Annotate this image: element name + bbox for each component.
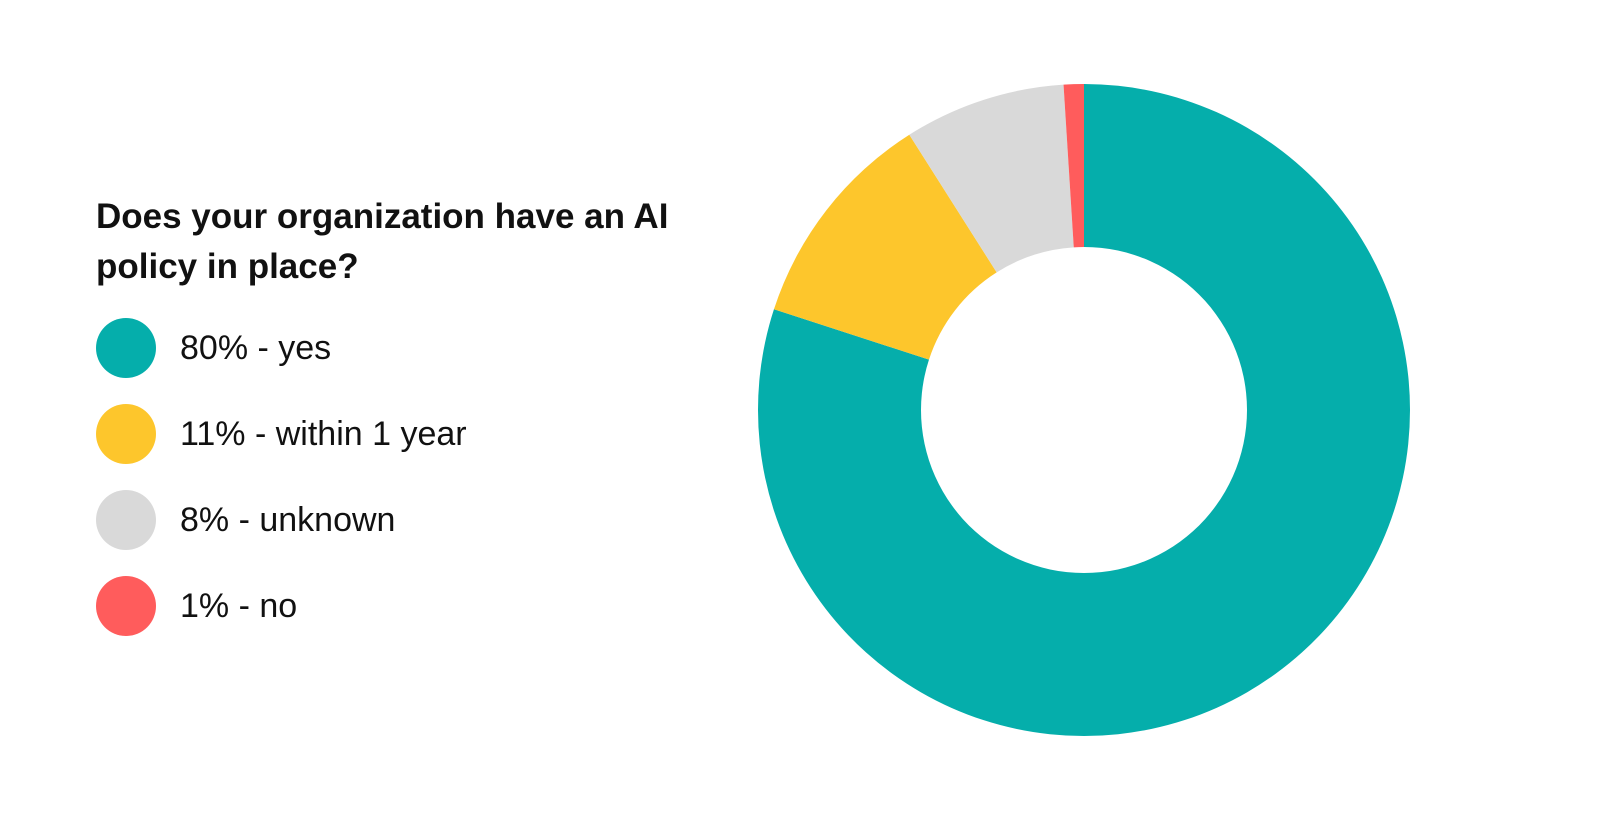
donut-slices [758, 84, 1411, 736]
slice-unknown [909, 84, 1074, 273]
legend-label-yes: 80% - yes [180, 328, 332, 367]
legend-swatch-yes [96, 318, 156, 378]
legend-swatch-no [96, 576, 156, 636]
legend: 80% - yes 11% - within 1 year 8% - unkno… [96, 318, 467, 662]
legend-swatch-unknown [96, 490, 156, 550]
slice-yes [758, 84, 1411, 736]
legend-label-unknown: 8% - unknown [180, 500, 396, 539]
legend-item-no: 1% - no [96, 576, 467, 636]
legend-item-yes: 80% - yes [96, 318, 467, 378]
legend-label-no: 1% - no [180, 586, 298, 625]
legend-item-within-1-year: 11% - within 1 year [96, 404, 467, 464]
legend-item-unknown: 8% - unknown [96, 490, 467, 550]
slice-within-1-year [773, 134, 997, 360]
slice-no [1063, 84, 1084, 248]
legend-swatch-within-1-year [96, 404, 156, 464]
chart-title: Does your organization have an AI policy… [96, 197, 669, 286]
legend-label-within-1-year: 11% - within 1 year [180, 414, 467, 453]
